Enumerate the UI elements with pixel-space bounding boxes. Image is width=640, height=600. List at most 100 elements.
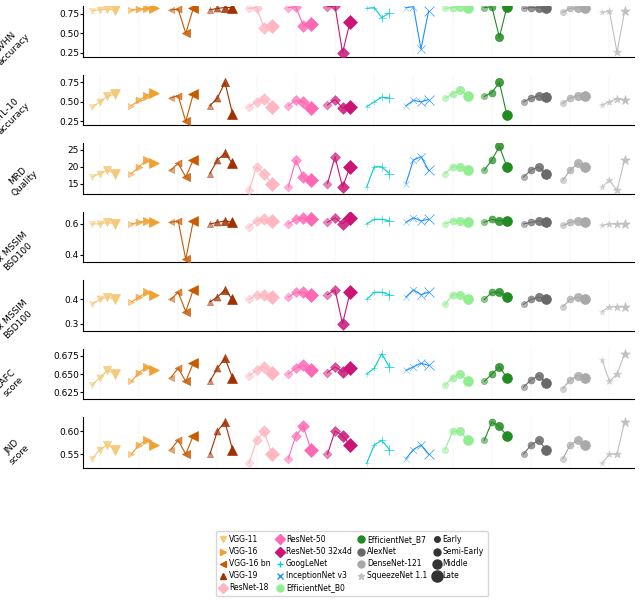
Point (141, 287, 152, 297)
Point (580, 440, 591, 450)
Point (604, 7, 614, 16)
Point (267, 216, 277, 226)
Point (502, 292, 512, 302)
Point (345, 213, 355, 223)
Point (447, 426, 458, 436)
Point (408, 95, 419, 105)
Point (440, 169, 450, 178)
Point (384, 216, 394, 226)
Point (134, 440, 144, 450)
Point (87, 6, 97, 16)
Point (149, 158, 159, 168)
Point (369, 287, 380, 297)
Point (298, 97, 308, 107)
Point (573, 292, 583, 302)
Point (227, 373, 237, 383)
Point (620, 95, 630, 105)
Point (384, 93, 394, 103)
Point (620, 417, 630, 427)
Point (227, 158, 237, 168)
Point (612, 219, 622, 229)
Point (126, 377, 136, 386)
Point (180, 29, 191, 38)
Point (494, 77, 504, 87)
Point (487, 215, 497, 224)
Point (416, 152, 426, 161)
Point (455, 369, 465, 379)
Point (345, 364, 355, 373)
Point (447, 162, 458, 172)
Point (620, 219, 630, 229)
Point (487, 2, 497, 11)
Point (597, 307, 607, 316)
Point (126, 5, 136, 15)
Y-axis label: 2AFC
score: 2AFC score (0, 367, 26, 398)
Point (408, 155, 419, 165)
Point (401, 365, 411, 375)
Point (109, 219, 120, 229)
Point (267, 449, 277, 459)
Point (323, 179, 333, 188)
Point (518, 4, 529, 13)
Point (487, 369, 497, 379)
Point (424, 166, 434, 175)
Point (166, 5, 176, 15)
Point (401, 101, 411, 110)
Point (220, 417, 230, 427)
Point (252, 365, 262, 375)
Point (534, 162, 544, 172)
Point (369, 3, 380, 13)
Point (291, 2, 301, 11)
Point (102, 4, 113, 14)
Point (518, 97, 529, 107)
Point (259, 215, 269, 224)
Point (166, 166, 176, 175)
Point (306, 176, 316, 185)
Point (416, 97, 426, 107)
Point (557, 384, 568, 394)
Point (597, 100, 607, 110)
Point (463, 377, 473, 386)
Point (141, 155, 152, 165)
Point (109, 369, 120, 379)
Point (408, 445, 419, 454)
Point (424, 95, 434, 104)
Point (369, 162, 380, 172)
Point (173, 158, 183, 168)
Point (267, 21, 277, 31)
Point (149, 290, 159, 299)
Point (479, 218, 490, 227)
Point (408, 285, 419, 295)
Point (102, 365, 113, 375)
Point (362, 4, 372, 13)
Point (408, 362, 419, 371)
Point (166, 295, 176, 304)
Point (173, 364, 183, 373)
Point (337, 103, 348, 113)
Point (205, 101, 215, 110)
Point (212, 364, 223, 373)
Point (205, 219, 215, 229)
Point (541, 169, 551, 178)
Point (494, 362, 504, 371)
Point (323, 368, 333, 377)
Point (541, 378, 551, 388)
Point (267, 292, 277, 302)
Point (259, 290, 269, 299)
Point (306, 290, 316, 299)
Point (494, 422, 504, 431)
Point (337, 48, 348, 58)
Point (494, 142, 504, 151)
Point (227, 109, 237, 118)
Point (109, 89, 120, 99)
Point (345, 103, 355, 112)
Point (541, 3, 551, 13)
Point (573, 371, 583, 380)
Point (188, 4, 198, 13)
Point (455, 85, 465, 95)
Y-axis label: SVHN
accuracy: SVHN accuracy (0, 25, 31, 67)
Point (205, 5, 215, 15)
Point (252, 290, 262, 299)
Point (479, 166, 490, 175)
Point (95, 169, 105, 178)
